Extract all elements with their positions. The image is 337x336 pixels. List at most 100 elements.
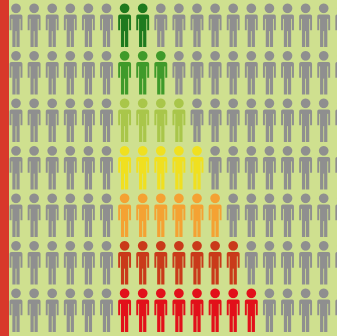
person-icon-highlighted bbox=[208, 288, 222, 332]
person-icon bbox=[226, 98, 240, 142]
person-icon bbox=[81, 288, 95, 332]
person-icon bbox=[9, 288, 23, 332]
person-icon bbox=[9, 50, 23, 95]
person-icon-highlighted bbox=[118, 288, 132, 332]
person-icon bbox=[45, 145, 59, 190]
person-icon bbox=[281, 240, 294, 285]
person-icon-highlighted bbox=[118, 3, 132, 48]
person-icon bbox=[226, 193, 240, 237]
person-icon bbox=[45, 50, 59, 95]
person-icon-highlighted bbox=[136, 145, 150, 190]
person-icon bbox=[262, 193, 276, 237]
person-icon-highlighted bbox=[172, 98, 186, 142]
person-icon bbox=[262, 50, 276, 95]
person-icon bbox=[63, 193, 77, 237]
person-icon bbox=[190, 3, 204, 48]
person-icon-highlighted bbox=[118, 98, 132, 142]
person-icon bbox=[27, 3, 41, 48]
person-icon bbox=[9, 193, 23, 237]
person-icon bbox=[226, 50, 240, 95]
person-icon-highlighted bbox=[190, 145, 204, 190]
person-icon bbox=[226, 145, 240, 190]
person-icon bbox=[63, 288, 77, 332]
person-icon bbox=[208, 50, 222, 95]
person-icon-highlighted bbox=[136, 240, 150, 285]
person-icon bbox=[299, 3, 313, 48]
person-icon-highlighted bbox=[190, 193, 204, 237]
person-icon bbox=[281, 50, 294, 95]
person-icon bbox=[317, 288, 331, 332]
person-icon bbox=[317, 193, 331, 237]
person-icon-highlighted bbox=[190, 288, 204, 332]
person-icon-highlighted bbox=[172, 193, 186, 237]
person-icon-highlighted bbox=[154, 50, 168, 95]
person-icon bbox=[9, 145, 23, 190]
person-icon bbox=[317, 98, 331, 142]
person-icon bbox=[45, 240, 59, 285]
person-icon-highlighted bbox=[136, 288, 150, 332]
person-icon-highlighted bbox=[118, 240, 132, 285]
person-icon-highlighted bbox=[136, 98, 150, 142]
person-icon bbox=[27, 193, 41, 237]
person-icon bbox=[317, 50, 331, 95]
person-icon bbox=[190, 98, 204, 142]
person-icon bbox=[317, 3, 331, 48]
person-icon bbox=[281, 3, 294, 48]
person-icon bbox=[100, 145, 113, 190]
person-icon bbox=[317, 145, 331, 190]
person-icon bbox=[299, 50, 313, 95]
person-icon bbox=[244, 240, 258, 285]
person-icon bbox=[100, 3, 113, 48]
person-icon bbox=[281, 288, 294, 332]
person-icon bbox=[299, 288, 313, 332]
person-icon bbox=[27, 240, 41, 285]
person-icon bbox=[9, 3, 23, 48]
person-icon bbox=[244, 193, 258, 237]
person-icon bbox=[100, 50, 113, 95]
person-icon bbox=[81, 50, 95, 95]
person-icon bbox=[27, 288, 41, 332]
person-icon bbox=[262, 145, 276, 190]
person-icon bbox=[100, 288, 113, 332]
person-icon-highlighted bbox=[136, 3, 150, 48]
person-icon bbox=[63, 50, 77, 95]
person-icon bbox=[154, 3, 168, 48]
person-icon bbox=[100, 240, 113, 285]
person-icon bbox=[299, 193, 313, 237]
person-icon bbox=[27, 50, 41, 95]
person-icon bbox=[63, 240, 77, 285]
person-icon bbox=[81, 193, 95, 237]
person-icon-highlighted bbox=[226, 240, 240, 285]
person-icon bbox=[172, 50, 186, 95]
person-icon bbox=[27, 145, 41, 190]
person-icon-highlighted bbox=[190, 240, 204, 285]
person-icon-highlighted bbox=[154, 240, 168, 285]
person-icon-highlighted bbox=[208, 240, 222, 285]
person-icon bbox=[244, 3, 258, 48]
person-icon bbox=[281, 98, 294, 142]
person-icon bbox=[9, 98, 23, 142]
person-icon bbox=[190, 50, 204, 95]
person-icon bbox=[317, 240, 331, 285]
person-icon bbox=[45, 3, 59, 48]
person-icon bbox=[81, 98, 95, 142]
person-icon-highlighted bbox=[154, 98, 168, 142]
person-icon bbox=[244, 145, 258, 190]
person-icon bbox=[63, 145, 77, 190]
person-icon-highlighted bbox=[118, 145, 132, 190]
person-icon bbox=[208, 98, 222, 142]
person-icon bbox=[172, 3, 186, 48]
person-icon bbox=[63, 98, 77, 142]
person-icon bbox=[299, 145, 313, 190]
accent-bar bbox=[0, 0, 9, 336]
person-icon-highlighted bbox=[136, 193, 150, 237]
person-icon-highlighted bbox=[154, 145, 168, 190]
person-icon bbox=[281, 145, 294, 190]
person-icon-highlighted bbox=[118, 193, 132, 237]
person-icon-highlighted bbox=[172, 145, 186, 190]
person-icon bbox=[63, 3, 77, 48]
person-icon bbox=[244, 98, 258, 142]
person-icon bbox=[262, 3, 276, 48]
